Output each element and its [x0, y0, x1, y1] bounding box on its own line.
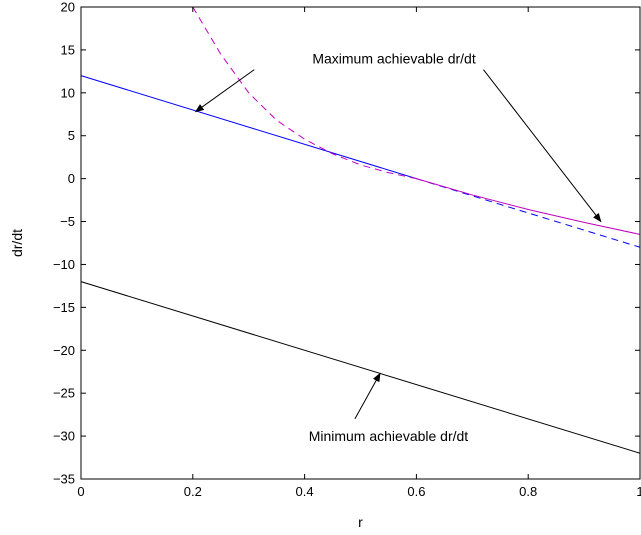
series-layer	[80, 6, 641, 454]
axes-box	[80, 6, 641, 480]
x-tick-label: 0.6	[407, 484, 425, 499]
annotation-layer: Maximum achievable dr/dt Minimum achievab…	[194, 50, 602, 444]
series-line-0	[80, 75, 417, 180]
series-line-1	[416, 178, 641, 248]
annotation-arrow	[354, 372, 381, 420]
annotation-arrow	[194, 69, 255, 113]
y-tick-label: −15	[53, 300, 75, 315]
x-tick-label: 0.8	[519, 484, 537, 499]
series-line-3	[416, 178, 641, 235]
y-tick-label: 15	[61, 42, 75, 57]
y-tick-label: −35	[53, 472, 75, 487]
annotation-label: Maximum achievable dr/dt	[312, 50, 476, 66]
annotation-arrow	[483, 69, 602, 223]
axes-layer	[80, 6, 641, 480]
y-tick-label: −25	[53, 386, 75, 401]
x-tick-label: 0.2	[184, 484, 202, 499]
ticks-layer: 0 0.2 0.4 0.6 0.8 1 20 15 10 5 0 −5 −10 −15 −20 −25 −30 −…	[53, 0, 641, 499]
y-tick-label: 10	[61, 85, 75, 100]
y-tick-label: 20	[61, 0, 75, 15]
series-line-4	[80, 281, 641, 454]
y-tick-label: −10	[53, 257, 75, 272]
x-tick-label: 0.4	[296, 484, 314, 499]
series-line-2	[192, 6, 417, 180]
y-axis-label: dr/dt	[9, 229, 25, 257]
y-tick-label: −20	[53, 343, 75, 358]
x-tick-label: 1	[636, 484, 641, 499]
y-tick-label: −5	[60, 214, 75, 229]
y-tick-label: 5	[68, 128, 75, 143]
y-tick-label: −30	[53, 429, 75, 444]
x-tick-label: 0	[77, 484, 84, 499]
annotation-label: Minimum achievable dr/dt	[309, 428, 469, 444]
y-tick-label: 0	[68, 171, 75, 186]
x-axis-label: r	[358, 514, 363, 530]
